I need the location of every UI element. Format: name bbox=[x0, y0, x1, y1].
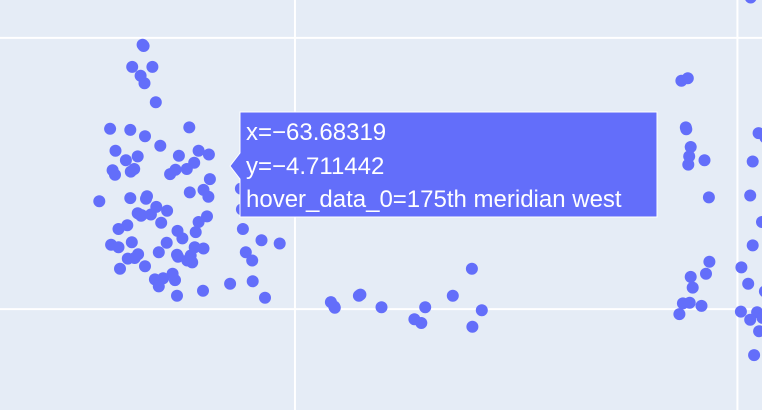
data-point[interactable] bbox=[150, 200, 163, 213]
data-point[interactable] bbox=[415, 317, 428, 329]
data-point[interactable] bbox=[131, 150, 144, 163]
data-point[interactable] bbox=[756, 216, 762, 228]
data-point[interactable] bbox=[758, 285, 762, 297]
data-point[interactable] bbox=[124, 165, 137, 178]
data-point[interactable] bbox=[155, 216, 168, 229]
data-point[interactable] bbox=[352, 289, 365, 302]
data-point[interactable] bbox=[224, 277, 237, 290]
data-point[interactable] bbox=[673, 308, 686, 321]
data-point[interactable] bbox=[746, 155, 759, 168]
data-point[interactable] bbox=[273, 237, 286, 250]
data-point[interactable] bbox=[189, 226, 202, 239]
data-point[interactable] bbox=[149, 96, 162, 109]
data-point[interactable] bbox=[135, 209, 148, 222]
data-point[interactable] bbox=[109, 144, 122, 157]
hover-tooltip: x=−63.68319 y=−4.711442 hover_data_0=175… bbox=[229, 111, 658, 218]
data-point[interactable] bbox=[753, 325, 762, 338]
data-point[interactable] bbox=[203, 173, 216, 186]
data-point[interactable] bbox=[119, 154, 132, 167]
data-point[interactable] bbox=[759, 132, 762, 144]
data-point[interactable] bbox=[112, 223, 125, 235]
data-point[interactable] bbox=[124, 123, 137, 136]
data-point[interactable] bbox=[141, 190, 153, 203]
data-point[interactable] bbox=[745, 0, 757, 4]
hover-tooltip-data: hover_data_0=175th meridian west bbox=[246, 186, 622, 213]
data-point[interactable] bbox=[183, 186, 196, 199]
data-point[interactable] bbox=[125, 236, 138, 249]
data-point[interactable] bbox=[139, 260, 151, 273]
data-point[interactable] bbox=[465, 262, 478, 275]
data-point[interactable] bbox=[114, 262, 126, 275]
data-point[interactable] bbox=[748, 349, 761, 362]
data-point[interactable] bbox=[192, 144, 205, 157]
data-point[interactable] bbox=[128, 252, 141, 264]
data-point[interactable] bbox=[124, 192, 137, 205]
data-point[interactable] bbox=[746, 239, 759, 252]
data-point[interactable] bbox=[166, 267, 179, 280]
data-point[interactable] bbox=[180, 163, 193, 175]
data-point[interactable] bbox=[136, 38, 149, 51]
data-point[interactable] bbox=[744, 189, 757, 202]
data-point[interactable] bbox=[680, 123, 693, 136]
data-point[interactable] bbox=[197, 242, 210, 255]
data-point[interactable] bbox=[684, 270, 697, 283]
data-point[interactable] bbox=[164, 168, 177, 181]
data-point[interactable] bbox=[160, 236, 173, 249]
data-point[interactable] bbox=[239, 246, 252, 259]
hover-tooltip-box bbox=[229, 111, 658, 218]
hover-tooltip-y: y=−4.711442 bbox=[246, 153, 384, 180]
data-point[interactable] bbox=[112, 241, 125, 254]
data-point[interactable] bbox=[188, 241, 201, 254]
hover-tooltip-x: x=−63.68319 bbox=[246, 119, 386, 146]
data-point[interactable] bbox=[744, 313, 757, 326]
data-point[interactable] bbox=[197, 183, 210, 196]
data-point[interactable] bbox=[202, 148, 215, 161]
data-point[interactable] bbox=[734, 305, 747, 318]
data-point[interactable] bbox=[176, 232, 189, 245]
data-point[interactable] bbox=[695, 299, 708, 312]
data-point[interactable] bbox=[742, 277, 755, 290]
data-point[interactable] bbox=[683, 296, 696, 309]
data-point[interactable] bbox=[259, 291, 271, 304]
data-point[interactable] bbox=[466, 320, 479, 333]
data-point[interactable] bbox=[172, 250, 184, 263]
data-point[interactable] bbox=[106, 164, 119, 177]
data-point[interactable] bbox=[698, 154, 711, 167]
data-point[interactable] bbox=[756, 311, 762, 324]
data-point[interactable] bbox=[475, 304, 488, 317]
data-point[interactable] bbox=[152, 246, 165, 259]
data-point[interactable] bbox=[681, 72, 694, 85]
data-point[interactable] bbox=[324, 296, 337, 309]
data-point[interactable] bbox=[246, 275, 259, 288]
data-point[interactable] bbox=[197, 284, 209, 297]
data-point[interactable] bbox=[684, 141, 697, 153]
data-point[interactable] bbox=[171, 289, 183, 302]
data-point[interactable] bbox=[139, 130, 151, 143]
data-point[interactable] bbox=[419, 301, 432, 314]
data-point[interactable] bbox=[183, 121, 196, 134]
data-point[interactable] bbox=[255, 234, 268, 247]
data-point[interactable] bbox=[104, 122, 117, 135]
data-point[interactable] bbox=[126, 60, 139, 73]
data-point[interactable] bbox=[154, 139, 167, 152]
data-point[interactable] bbox=[152, 280, 165, 293]
data-point[interactable] bbox=[703, 255, 716, 268]
data-point[interactable] bbox=[181, 254, 194, 267]
data-point[interactable] bbox=[146, 60, 159, 73]
data-point[interactable] bbox=[246, 254, 259, 267]
data-point[interactable] bbox=[446, 289, 459, 302]
data-point[interactable] bbox=[236, 223, 249, 235]
data-point[interactable] bbox=[172, 149, 185, 162]
data-point[interactable] bbox=[682, 158, 695, 171]
data-point[interactable] bbox=[375, 301, 388, 314]
data-point[interactable] bbox=[702, 191, 715, 204]
data-point[interactable] bbox=[134, 69, 147, 82]
data-point[interactable] bbox=[686, 281, 699, 294]
data-point[interactable] bbox=[161, 204, 174, 217]
data-point[interactable] bbox=[192, 216, 205, 228]
data-point[interactable] bbox=[735, 261, 748, 274]
data-point[interactable] bbox=[700, 267, 712, 280]
data-point[interactable] bbox=[93, 195, 106, 208]
